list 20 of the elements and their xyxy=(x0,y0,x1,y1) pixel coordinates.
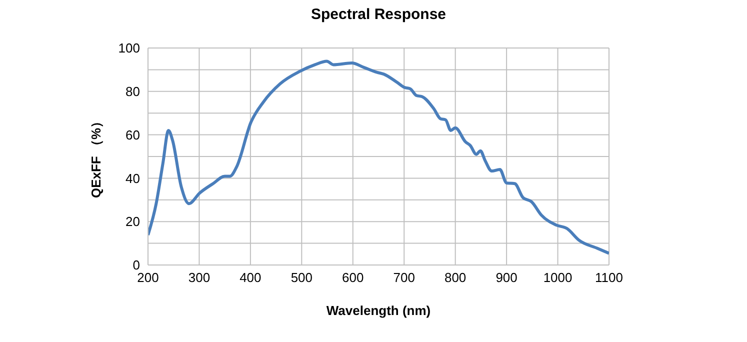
x-tick-label: 700 xyxy=(393,270,415,286)
x-axis-title: Wavelength (nm) xyxy=(326,303,431,318)
line-series xyxy=(148,60,609,255)
x-tick-label: 600 xyxy=(342,270,364,286)
y-tick-label: 80 xyxy=(126,84,140,100)
x-tick-label: 900 xyxy=(496,270,518,286)
x-tick-label: 1100 xyxy=(595,270,623,286)
y-tick-label: 40 xyxy=(126,170,140,186)
y-tick-label: 100 xyxy=(118,40,140,56)
x-tick-label: 800 xyxy=(444,270,466,286)
y-axis-title: QExFF （%） xyxy=(88,114,104,198)
y-tick-label: 20 xyxy=(126,214,140,230)
x-tick-label: 200 xyxy=(137,270,159,286)
chart-title: Spectral Response xyxy=(310,6,448,23)
y-tick-label: 0 xyxy=(132,258,140,273)
y-tick-label: 60 xyxy=(126,127,140,142)
x-tick-label: 1000 xyxy=(543,270,572,286)
x-tick-label: 500 xyxy=(290,270,313,286)
x-tick-label: 300 xyxy=(188,270,210,286)
x-tick-label: 400 xyxy=(240,270,262,286)
